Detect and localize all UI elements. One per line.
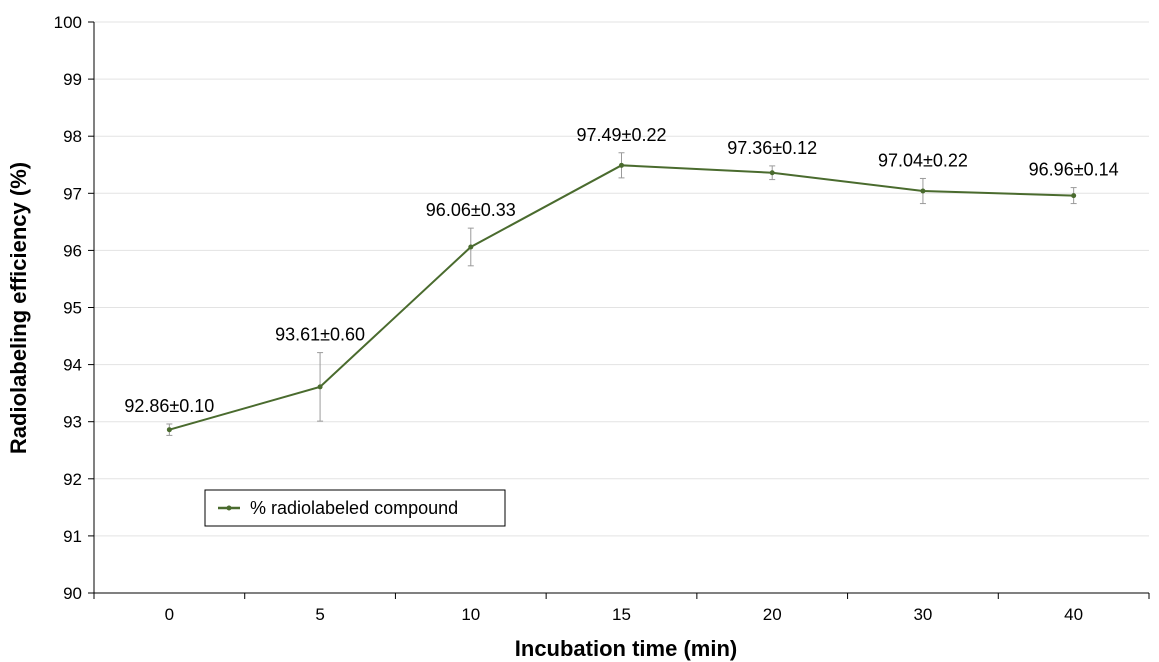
data-point [166, 427, 172, 433]
x-tick-label: 0 [165, 605, 174, 624]
data-label: 97.49±0.22 [577, 125, 667, 145]
y-tick-label: 99 [63, 70, 82, 89]
series-line-layer [166, 152, 1077, 436]
x-tick-label: 5 [315, 605, 324, 624]
data-label: 96.96±0.14 [1029, 160, 1119, 180]
legend-box [204, 489, 506, 527]
data-label: 97.04±0.22 [878, 150, 968, 170]
data-point [769, 170, 775, 176]
y-tick-label: 96 [63, 241, 82, 260]
x-tick-label: 10 [461, 605, 480, 624]
y-tick-label: 97 [63, 184, 82, 203]
data-point [317, 384, 323, 390]
x-tick-label: 30 [913, 605, 932, 624]
data-label: 92.86±0.10 [124, 396, 214, 416]
data-point [619, 162, 624, 168]
axes [88, 21, 1150, 599]
gridlines [94, 21, 1149, 537]
y-tick-label: 90 [63, 584, 82, 603]
legend-marker-swatch [226, 505, 232, 511]
data-label: 93.61±0.60 [275, 325, 365, 345]
x-tick-label: 40 [1064, 605, 1083, 624]
y-axis-title: Radiolabeling efficiency (%) [6, 162, 31, 454]
y-tick-labels: 90 91 92 93 94 95 96 97 98 99 100 [54, 13, 82, 603]
data-label: 96.06±0.33 [426, 200, 516, 220]
y-tick-label: 93 [63, 413, 82, 432]
y-tick-label: 94 [63, 356, 82, 375]
y-tick-label: 95 [63, 299, 82, 318]
y-tick-label: 98 [63, 127, 82, 146]
data-point [1071, 193, 1077, 199]
x-tick-label: 20 [763, 605, 782, 624]
x-tick-label: 15 [612, 605, 631, 624]
x-tick-labels: 0 5 10 15 20 30 40 [165, 605, 1083, 624]
legend-label: % radiolabeled compound [250, 498, 458, 518]
y-tick-label: 91 [63, 527, 82, 546]
data-point [468, 244, 474, 250]
y-tick-label: 92 [63, 470, 82, 489]
data-point [920, 188, 926, 194]
series-line [169, 164, 1074, 431]
y-tick-label: 100 [54, 13, 82, 32]
data-labels: 92.86±0.10 93.61±0.60 96.06±0.33 97.49±0.22… [124, 125, 1118, 416]
x-axis-title: Incubation time (min) [515, 636, 737, 661]
legend: % radiolabeled compound [204, 489, 506, 527]
data-label: 97.36±0.12 [727, 138, 817, 158]
